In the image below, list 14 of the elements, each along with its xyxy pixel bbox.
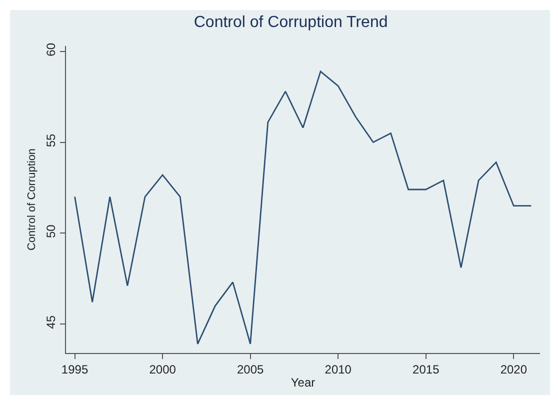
x-tick-label: 2020 (500, 362, 528, 376)
line-series (74, 70, 532, 345)
x-tick-label: 2000 (149, 362, 176, 376)
y-tick-label: 55 (44, 133, 58, 148)
x-tick-label: 2005 (236, 362, 264, 376)
y-axis-title: Control of Corruption (26, 148, 38, 251)
x-axis-title: Year (290, 375, 316, 390)
y-tick-label: 45 (44, 315, 58, 329)
x-tick-label: 2010 (324, 362, 352, 376)
y-tick-label: 50 (44, 224, 58, 238)
chart-title: Control of Corruption Trend (194, 14, 388, 31)
x-tick-label: 1995 (61, 362, 88, 376)
x-tick-label: 2015 (412, 362, 440, 376)
y-tick-label: 60 (44, 42, 58, 56)
